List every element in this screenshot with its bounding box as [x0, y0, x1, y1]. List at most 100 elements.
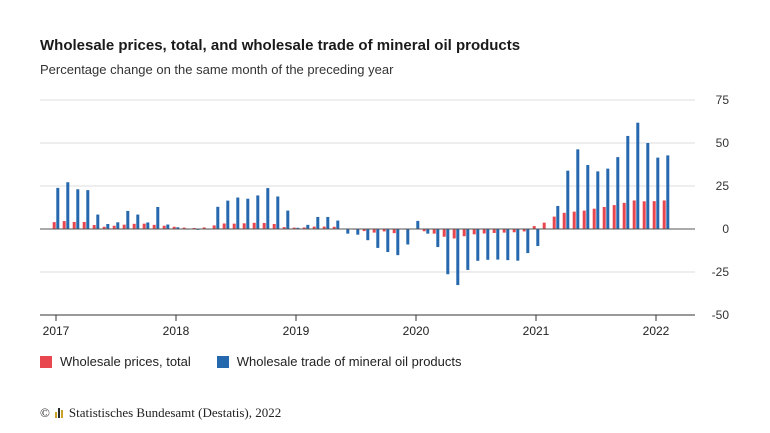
bar-mineral-oil — [656, 157, 660, 229]
legend-item-wholesale-prices[interactable]: Wholesale prices, total — [40, 354, 191, 369]
bar-mineral-oil — [66, 182, 70, 229]
bar-wholesale-prices — [472, 229, 476, 235]
bar-mineral-oil — [116, 222, 120, 229]
bar-mineral-oil — [76, 189, 80, 229]
bar-wholesale-prices — [102, 226, 106, 229]
bar-wholesale-prices — [532, 226, 536, 229]
bar-wholesale-prices — [522, 229, 526, 232]
bar-mineral-oil — [416, 220, 420, 229]
x-tick-label: 2020 — [403, 324, 430, 338]
chart-title: Wholesale prices, total, and wholesale t… — [40, 37, 521, 54]
bar-wholesale-prices — [252, 222, 256, 229]
bar-mineral-oil — [106, 224, 110, 229]
bar-wholesale-prices — [142, 223, 146, 229]
bar-wholesale-prices — [572, 211, 576, 229]
bar-mineral-oil — [626, 135, 630, 229]
bar-mineral-oil — [636, 122, 640, 229]
bar-wholesale-prices — [222, 223, 226, 229]
bar-mineral-oil — [266, 188, 270, 229]
bar-wholesale-prices — [512, 229, 516, 233]
bar-wholesale-prices — [362, 229, 366, 232]
bar-wholesale-prices — [282, 227, 286, 229]
bar-wholesale-prices — [662, 200, 666, 229]
bar-wholesale-prices — [92, 225, 96, 229]
bar-wholesale-prices — [292, 227, 296, 229]
legend-swatch-red — [40, 355, 52, 368]
bar-mineral-oil — [256, 195, 260, 229]
legend-label: Wholesale trade of mineral oil products — [236, 354, 462, 369]
legend: Wholesale prices, total Wholesale trade … — [40, 354, 462, 369]
bar-wholesale-prices — [192, 227, 196, 229]
bar-mineral-oil — [606, 168, 610, 229]
bar-mineral-oil — [216, 206, 220, 229]
chart-subtitle: Percentage change on the same month of t… — [40, 62, 394, 77]
bar-wholesale-prices — [592, 208, 596, 229]
bar-wholesale-prices — [172, 226, 176, 229]
bar-mineral-oil — [426, 229, 430, 234]
bar-wholesale-prices — [132, 223, 136, 229]
bar-wholesale-prices — [52, 222, 56, 229]
bar-mineral-oil — [616, 157, 620, 229]
bar-wholesale-prices — [72, 221, 76, 229]
bar-mineral-oil — [156, 206, 160, 229]
bar-mineral-oil — [356, 229, 360, 235]
bar-wholesale-prices — [602, 206, 606, 229]
bar-mineral-oil — [376, 229, 380, 248]
bar-mineral-oil — [236, 197, 240, 229]
bar-mineral-oil — [226, 200, 230, 229]
bar-wholesale-prices — [482, 229, 486, 234]
bar-wholesale-prices — [432, 229, 436, 234]
bar-wholesale-prices — [262, 222, 266, 229]
x-tick-label: 2021 — [523, 324, 550, 338]
bar-mineral-oil — [86, 190, 90, 229]
bar-mineral-oil — [296, 227, 300, 229]
bar-wholesale-prices — [212, 225, 216, 229]
bar-wholesale-prices — [392, 229, 396, 234]
bar-mineral-oil — [526, 229, 530, 254]
bar-wholesale-prices — [202, 227, 206, 229]
bar-wholesale-prices — [312, 226, 316, 229]
bar-mineral-oil — [476, 229, 480, 261]
bar-mineral-oil — [496, 229, 500, 260]
source-text: Statistisches Bundesamt (Destatis), 2022 — [68, 405, 282, 420]
legend-item-mineral-oil[interactable]: Wholesale trade of mineral oil products — [216, 354, 462, 369]
bar-mineral-oil — [286, 210, 290, 229]
bar-mineral-oil — [486, 229, 490, 260]
x-tick-label: 2022 — [643, 324, 670, 338]
bar-mineral-oil — [446, 229, 450, 275]
x-tick-label: 2018 — [163, 324, 190, 338]
bar-wholesale-prices — [162, 225, 166, 229]
bar-mineral-oil — [276, 196, 280, 229]
bar-wholesale-prices — [612, 205, 616, 229]
y-tick-label: -25 — [712, 265, 730, 279]
bar-mineral-oil — [326, 216, 330, 229]
bar-mineral-oil — [536, 229, 540, 247]
bar-mineral-oil — [456, 229, 460, 286]
bar-wholesale-prices — [462, 229, 466, 237]
bar-wholesale-prices — [182, 227, 186, 229]
bar-mineral-oil — [466, 229, 470, 270]
y-tick-label: -50 — [712, 308, 730, 322]
bar-wholesale-prices — [552, 216, 556, 229]
bar-mineral-oil — [566, 170, 570, 229]
bar-mineral-oil — [386, 229, 390, 253]
bar-wholesale-prices — [232, 223, 236, 229]
bar-wholesale-prices — [62, 221, 66, 229]
bar-wholesale-prices — [152, 224, 156, 229]
bar-wholesale-prices — [542, 222, 546, 229]
bar-wholesale-prices — [642, 201, 646, 229]
bar-wholesale-prices — [632, 200, 636, 229]
bar-mineral-oil — [436, 229, 440, 248]
bar-mineral-oil — [666, 155, 670, 229]
bar-wholesale-prices — [372, 229, 376, 233]
bar-mineral-oil — [166, 224, 170, 229]
destatis-logo-icon — [54, 408, 63, 418]
bar-wholesale-prices — [272, 224, 276, 229]
bar-mineral-oil — [576, 149, 580, 229]
bar-wholesale-prices — [82, 221, 86, 229]
bar-wholesale-prices — [452, 229, 456, 239]
bar-mineral-oil — [316, 216, 320, 229]
bar-mineral-oil — [246, 198, 250, 229]
x-tick-label: 2019 — [283, 324, 310, 338]
bar-mineral-oil — [146, 222, 150, 229]
